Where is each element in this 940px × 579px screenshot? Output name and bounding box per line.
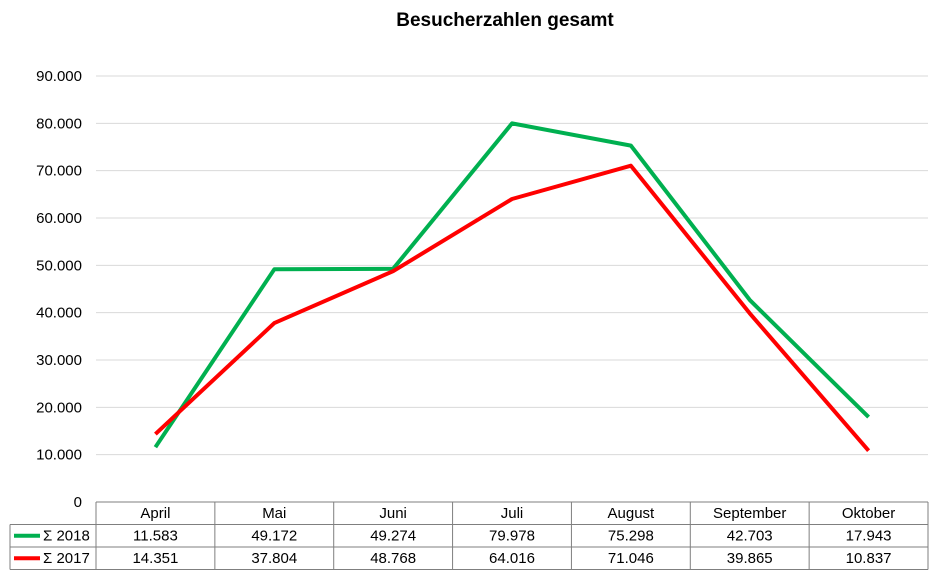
data-label: 39.865 (727, 550, 773, 567)
data-label: 49.274 (370, 528, 416, 545)
x-tick-label: Mai (262, 505, 286, 522)
data-label: 10.837 (846, 550, 892, 567)
x-tick-label: April (140, 505, 170, 522)
y-tick-label: 80.000 (36, 115, 82, 132)
x-tick-label: Juli (501, 505, 524, 522)
data-label: 11.583 (133, 528, 178, 545)
y-tick-label: 70.000 (36, 163, 82, 180)
data-label: 17.943 (846, 528, 892, 545)
y-tick-label: 0 (74, 494, 82, 511)
y-tick-label: 40.000 (36, 305, 82, 322)
y-tick-label: 60.000 (36, 210, 82, 227)
data-label: 42.703 (727, 528, 773, 545)
series-lines (153, 121, 871, 453)
y-tick-label: 10.000 (36, 447, 82, 464)
x-tick-label: Juni (379, 505, 407, 522)
y-tick-label: 90.000 (36, 68, 82, 85)
x-tick-label: August (608, 505, 656, 522)
data-label: 48.768 (370, 550, 416, 567)
y-tick-label: 20.000 (36, 399, 82, 416)
y-axis-ticks: 0 10.000 20.000 30.000 40.000 50.000 60.000 70.… (36, 68, 82, 511)
x-tick-label: Oktober (842, 505, 895, 522)
data-label: 49.172 (251, 528, 297, 545)
chart-title: Besucherzahlen gesamt (396, 10, 614, 31)
data-label: 14.351 (132, 550, 178, 567)
data-label: 71.046 (608, 550, 654, 567)
series-line (153, 121, 871, 449)
y-tick-label: 30.000 (36, 352, 82, 369)
data-label: 37.804 (251, 550, 297, 567)
series-line (154, 163, 871, 453)
data-label: 79.978 (489, 528, 535, 545)
y-tick-label: 50.000 (36, 257, 82, 274)
x-tick-label: September (713, 505, 786, 522)
data-table: April Mai Juni Juli August September Oktober Σ … (9, 501, 929, 570)
data-label: 64.016 (489, 550, 535, 567)
data-label: 75.298 (608, 528, 654, 545)
legend-label: Σ 2018 (43, 528, 90, 545)
legend-label: Σ 2017 (43, 550, 90, 567)
gridlines (96, 75, 928, 456)
